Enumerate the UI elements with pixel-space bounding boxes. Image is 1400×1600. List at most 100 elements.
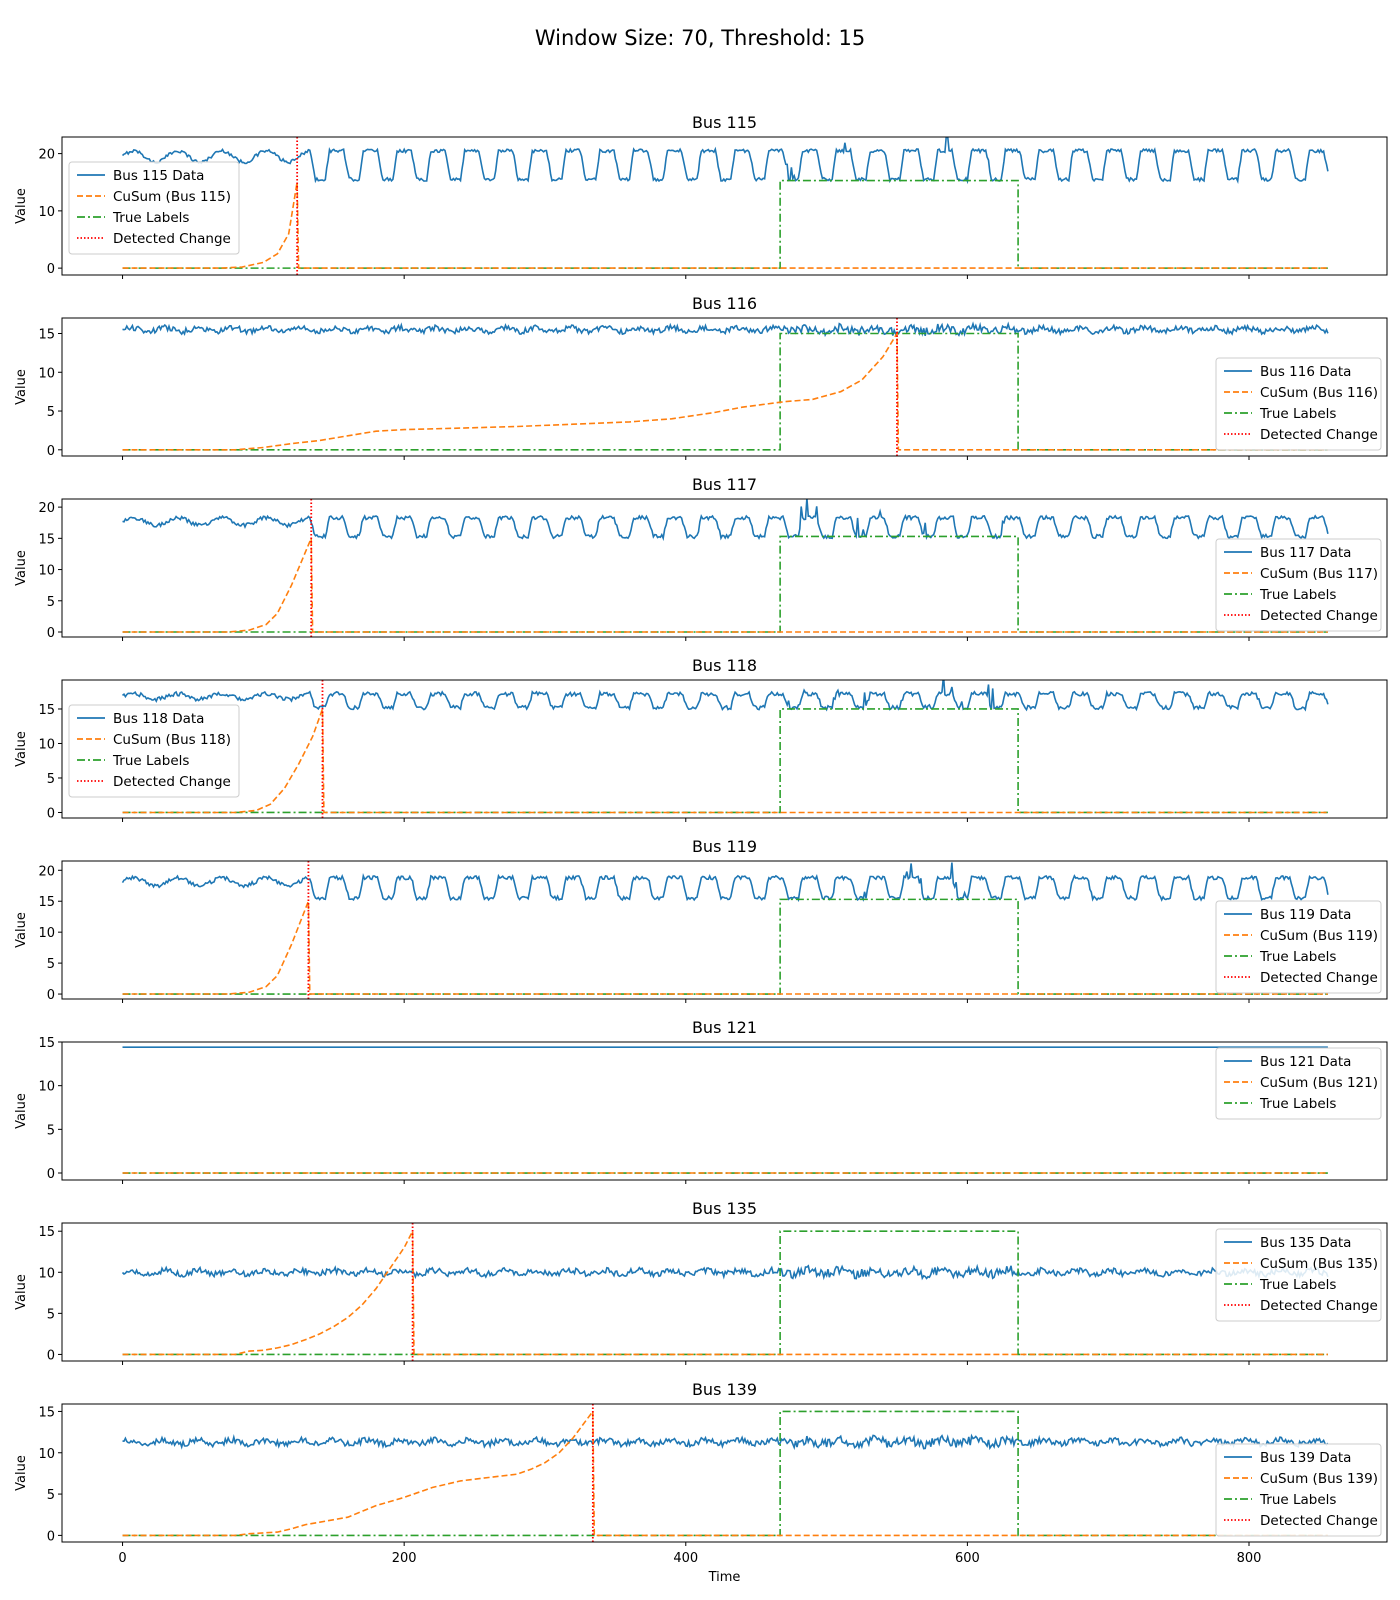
legend-entry: True Labels xyxy=(1259,1492,1336,1508)
y-tick-label: 10 xyxy=(38,737,55,752)
y-tick-label: 10 xyxy=(38,1080,55,1095)
figure-title: Window Size: 70, Threshold: 15 xyxy=(534,26,866,50)
y-axis-label: Value xyxy=(14,1455,29,1491)
series-true-labels-line xyxy=(122,1410,1328,1537)
legend-entry: True Labels xyxy=(112,753,189,769)
series-cusum-line xyxy=(122,1230,1328,1356)
series-true-labels-line xyxy=(122,332,1328,451)
axes-frame xyxy=(61,317,1388,457)
legend-entry: CuSum (Bus 118) xyxy=(113,732,231,748)
y-tick-label: 20 xyxy=(38,864,55,879)
legend-entry: True Labels xyxy=(1259,406,1336,422)
y-tick-label: 15 xyxy=(38,328,55,343)
y-tick-label: 0 xyxy=(47,988,55,1003)
subplot-7: Bus 139 Value 0 5 10 15 0 200 400 600 800 Bus 139 D… xyxy=(14,1380,1388,1566)
legend-entry: Bus 115 Data xyxy=(113,168,204,184)
series-cusum-line xyxy=(122,330,1328,451)
subplot-1: Bus 116 Value 0 5 10 15 Bus 116 Data CuSum (Bus… xyxy=(14,294,1388,460)
y-tick-label: 15 xyxy=(38,1405,55,1420)
y-tick-label: 0 xyxy=(47,262,55,277)
series-true-labels-line xyxy=(122,179,1328,269)
legend-entry: Detected Change xyxy=(1260,1298,1378,1314)
y-tick-label: 5 xyxy=(47,1123,55,1138)
legend-entry: Detected Change xyxy=(1260,427,1378,443)
legend-entry: Detected Change xyxy=(113,231,231,247)
series-true-labels-line xyxy=(122,535,1328,633)
legend-entry: CuSum (Bus 119) xyxy=(1260,928,1378,944)
y-tick-label: 10 xyxy=(38,1447,55,1462)
legend-entry: Bus 135 Data xyxy=(1260,1235,1351,1251)
legend-entry: CuSum (Bus 117) xyxy=(1260,566,1378,582)
subplot-0: Bus 115 Value 0 10 20 Bus 115 Data CuSum (Bus … xyxy=(14,113,1388,279)
legend-entry: True Labels xyxy=(112,210,189,226)
legend-entry: CuSum (Bus 139) xyxy=(1260,1471,1378,1487)
legend-entry: Bus 119 Data xyxy=(1260,907,1351,923)
subplot-title: Bus 115 xyxy=(692,113,757,132)
legend-entry: Bus 139 Data xyxy=(1260,1450,1351,1466)
legend-entry: Bus 121 Data xyxy=(1260,1054,1351,1070)
y-axis-label: Value xyxy=(14,1274,29,1310)
legend-entry: CuSum (Bus 115) xyxy=(113,189,231,205)
series-data-line xyxy=(121,1263,1329,1281)
legend-entry: Detected Change xyxy=(1260,1513,1378,1529)
legend: Bus 119 Data CuSum (Bus 119) True Labels De… xyxy=(1215,900,1382,994)
legend-entry: Bus 116 Data xyxy=(1260,364,1351,380)
series-cusum-line xyxy=(122,900,1328,995)
y-tick-label: 5 xyxy=(47,957,55,972)
x-tick-label: 600 xyxy=(955,1551,980,1566)
legend-entry: Detected Change xyxy=(1260,970,1378,986)
axes-frame xyxy=(61,1222,1388,1362)
y-axis-label: Value xyxy=(14,369,29,405)
legend-entry: True Labels xyxy=(1259,587,1336,603)
legend-entry: Bus 117 Data xyxy=(1260,545,1351,561)
series-cusum-line xyxy=(122,708,1328,814)
subplot-2: Bus 117 Value 0 5 10 15 20 Bus 117 Data CuSum (B… xyxy=(14,475,1388,641)
axes-frame xyxy=(61,498,1388,638)
y-tick-label: 15 xyxy=(38,895,55,910)
y-tick-label: 5 xyxy=(47,595,55,610)
x-axis-label: Time xyxy=(708,1570,741,1585)
subplot-title: Bus 119 xyxy=(692,837,757,856)
series-cusum-line xyxy=(122,537,1328,633)
series-cusum-line xyxy=(122,1409,1328,1537)
subplot-3: Bus 118 Value 0 5 10 15 Bus 118 Data CuSum (Bus… xyxy=(14,656,1388,822)
y-tick-label: 5 xyxy=(47,405,55,420)
x-tick-label: 200 xyxy=(392,1551,417,1566)
y-tick-label: 5 xyxy=(47,772,55,787)
x-tick-label: 0 xyxy=(118,1551,126,1566)
subplot-title: Bus 116 xyxy=(692,294,757,313)
subplot-6: Bus 135 Value 0 5 10 15 Bus 135 Data CuSum (Bus… xyxy=(14,1199,1388,1365)
y-axis-label: Value xyxy=(14,1093,29,1129)
y-axis-label: Value xyxy=(14,912,29,948)
series-cusum-line xyxy=(122,182,1328,269)
axes-frame xyxy=(61,679,1388,819)
subplot-title: Bus 135 xyxy=(692,1199,757,1218)
legend-entry: CuSum (Bus 116) xyxy=(1260,385,1378,401)
y-tick-label: 0 xyxy=(47,1167,55,1182)
series-data-line xyxy=(121,862,1329,903)
legend-entry: Detected Change xyxy=(113,774,231,790)
y-axis-label: Value xyxy=(14,188,29,224)
y-axis-label: Value xyxy=(14,731,29,767)
series-data-line xyxy=(122,321,1329,338)
legend-entry: CuSum (Bus 121) xyxy=(1260,1075,1378,1091)
legend: Bus 115 Data CuSum (Bus 115) True Labels De… xyxy=(68,161,240,255)
series-data-line xyxy=(122,1433,1329,1451)
axes-frame xyxy=(61,136,1388,276)
y-tick-label: 0 xyxy=(47,1529,55,1544)
x-tick-label: 800 xyxy=(1237,1551,1262,1566)
series-data-line xyxy=(122,680,1329,712)
y-tick-label: 10 xyxy=(38,564,55,579)
legend: Bus 116 Data CuSum (Bus 116) True Labels De… xyxy=(1215,357,1382,451)
y-tick-label: 0 xyxy=(47,444,55,459)
y-tick-label: 0 xyxy=(47,1348,55,1363)
y-tick-label: 5 xyxy=(47,1488,55,1503)
y-tick-label: 10 xyxy=(38,1266,55,1281)
axes-frame xyxy=(61,1403,1388,1543)
legend-entry: Detected Change xyxy=(1260,608,1378,624)
legend: Bus 117 Data CuSum (Bus 117) True Labels De… xyxy=(1215,538,1382,632)
y-axis-label: Value xyxy=(14,550,29,586)
y-tick-label: 10 xyxy=(38,205,55,220)
